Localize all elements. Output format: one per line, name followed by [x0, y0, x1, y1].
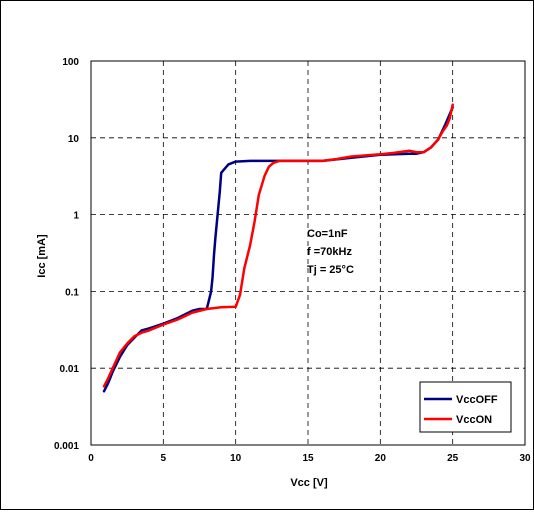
x-tick-label: 20	[375, 453, 387, 464]
tick-labels: 0 5 10 15 20 25 30 0.001 0.01 0.1 1 10 100	[54, 57, 531, 464]
annotation-capacitance: Co=1nF	[307, 228, 348, 240]
legend-label-vccoff: VccOFF	[456, 394, 498, 406]
x-axis-title: Vcc [V]	[290, 477, 328, 489]
y-tick-label: 100	[62, 57, 79, 68]
legend-box	[419, 381, 512, 433]
x-tick-label: 25	[447, 453, 459, 464]
y-tick-label: 0.01	[60, 364, 80, 375]
annotation-temperature: Tj = 25°C	[307, 264, 354, 276]
annotations: Co=1nF f =70kHz Tj = 25°C	[307, 228, 354, 276]
y-tick-label: 0.001	[54, 441, 79, 452]
gridlines	[91, 61, 525, 445]
legend-label-vccon: VccON	[456, 414, 492, 426]
legend: VccOFF VccON	[419, 381, 512, 433]
x-tick-label: 0	[88, 453, 94, 464]
x-tick-label: 15	[302, 453, 314, 464]
y-axis-title: Icc [mA]	[36, 234, 48, 278]
x-tick-label: 5	[161, 453, 167, 464]
annotation-frequency: f =70kHz	[307, 246, 352, 258]
series-line-vccon	[102, 103, 454, 388]
x-tick-label: 30	[519, 453, 531, 464]
x-tick-label: 10	[230, 453, 242, 464]
y-tick-label: 10	[68, 134, 80, 145]
y-tick-label: 1	[73, 211, 79, 222]
series-line-vccoff	[102, 105, 454, 393]
plot-area	[90, 60, 526, 446]
series-lines	[102, 103, 454, 393]
y-tick-label: 0.1	[65, 287, 79, 298]
